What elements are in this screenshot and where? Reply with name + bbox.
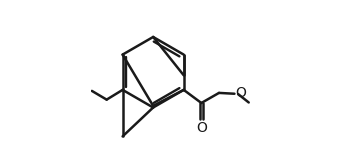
- Text: O: O: [196, 121, 207, 135]
- Text: O: O: [236, 86, 246, 100]
